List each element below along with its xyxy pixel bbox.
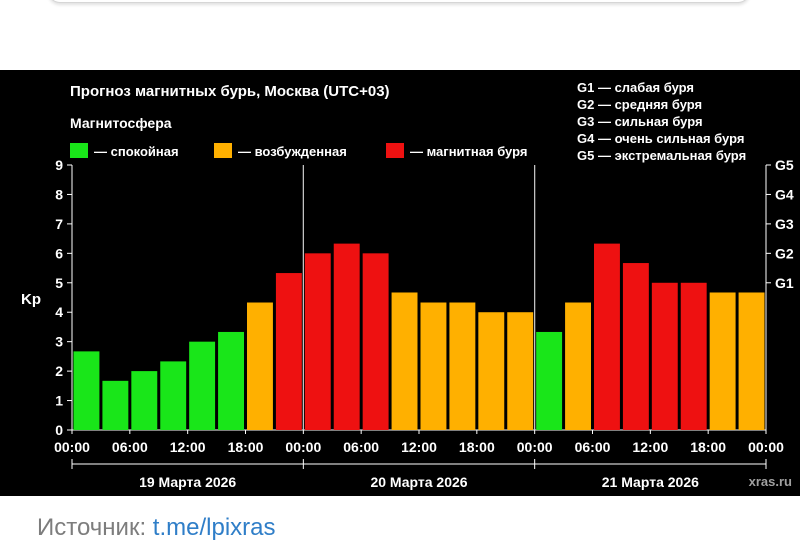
bar-1 <box>102 380 129 430</box>
chart-svg: Прогноз магнитных бурь, Москва (UTC+03) … <box>0 70 800 496</box>
g-scale-g3: G3 — сильная буря <box>577 114 703 129</box>
magnetic-storm-forecast-chart: Прогноз магнитных бурь, Москва (UTC+03) … <box>0 70 800 496</box>
x-tick-label-1: 06:00 <box>112 439 148 455</box>
x-tick-label-8: 00:00 <box>517 439 553 455</box>
plot-area: 0 1 2 3 4 5 6 7 8 9 G1 G2 G3 G4 G5 00:00 06:00 12:00 18:00… <box>54 157 794 490</box>
g-scale-g4: G4 — очень сильная буря <box>577 131 744 146</box>
day-label-2: 21 Марта 2026 <box>602 474 699 490</box>
g-scale-g5: G5 — экстремальная буря <box>577 148 746 163</box>
x-tick-label-0: 00:00 <box>54 439 90 455</box>
x-tick-label-10: 12:00 <box>632 439 668 455</box>
y-tick-label-4: 4 <box>55 304 63 320</box>
day-label-1: 20 Марта 2026 <box>370 474 467 490</box>
x-tick-label-6: 12:00 <box>401 439 437 455</box>
source-label: Источник: <box>37 514 153 541</box>
y-tick-label-8: 8 <box>55 186 63 202</box>
bar-13 <box>449 302 476 430</box>
y-tick-label-3: 3 <box>55 334 63 350</box>
bar-22 <box>709 292 736 430</box>
bar-20 <box>651 282 678 430</box>
source-caption: Источник: t.me/lpixras <box>37 514 276 542</box>
right-tick-label-4: G5 <box>775 157 794 173</box>
right-tick-label-0: G1 <box>775 275 794 291</box>
bar-17 <box>565 302 591 430</box>
y-axis-label: Kp <box>21 291 41 308</box>
bar-11 <box>391 292 418 430</box>
legend-label-storm: — магнитная буря <box>410 144 527 159</box>
y-tick-label-0: 0 <box>55 422 63 438</box>
legend: — спокойная — возбужденная — магнитная б… <box>70 143 527 159</box>
legend-label-calm: — спокойная <box>94 144 179 159</box>
x-tick-label-9: 06:00 <box>575 439 611 455</box>
y-tick-label-9: 9 <box>55 157 63 173</box>
bar-8 <box>304 253 331 430</box>
right-tick-label-3: G4 <box>775 186 794 202</box>
bar-15 <box>507 312 534 430</box>
x-tick-label-7: 18:00 <box>459 439 495 455</box>
watermark: xras.ru <box>749 474 792 489</box>
right-tick-label-2: G3 <box>775 216 794 232</box>
x-tick-label-4: 00:00 <box>285 439 321 455</box>
y-tick-label-6: 6 <box>55 245 63 261</box>
legend-swatch-active <box>214 143 232 158</box>
bar-10 <box>362 253 389 430</box>
source-link[interactable]: t.me/lpixras <box>152 514 276 541</box>
bar-2 <box>131 371 158 430</box>
x-tick-label-12: 00:00 <box>748 439 784 455</box>
x-tick-label-5: 06:00 <box>343 439 379 455</box>
bar-12 <box>420 302 447 430</box>
bar-14 <box>478 312 505 430</box>
bar-18 <box>594 243 620 430</box>
x-tick-label-3: 18:00 <box>228 439 264 455</box>
y-tick-label-1: 1 <box>55 393 63 409</box>
bar-19 <box>622 263 649 430</box>
g-scale-g1: G1 — слабая буря <box>577 80 694 95</box>
bar-21 <box>680 282 707 430</box>
bar-5 <box>218 331 244 430</box>
legend-swatch-calm <box>70 143 88 158</box>
legend-label-active: — возбужденная <box>238 144 347 159</box>
bar-7 <box>275 273 302 430</box>
bar-3 <box>160 361 187 430</box>
right-tick-label-1: G2 <box>775 245 794 261</box>
bar-0 <box>73 351 100 430</box>
chart-title: Прогноз магнитных бурь, Москва (UTC+03) <box>70 83 390 100</box>
y-tick-label-7: 7 <box>55 216 63 232</box>
g-scale-legend: G1 — слабая буря G2 — средняя буря G3 — … <box>577 80 746 163</box>
legend-swatch-storm <box>386 143 404 158</box>
bar-23 <box>738 292 765 430</box>
x-tick-label-2: 12:00 <box>170 439 206 455</box>
g-scale-g2: G2 — средняя буря <box>577 97 702 112</box>
bar-16 <box>536 331 563 430</box>
bar-9 <box>333 243 360 430</box>
x-tick-label-11: 18:00 <box>690 439 726 455</box>
day-label-0: 19 Марта 2026 <box>139 474 236 490</box>
legend-title: Магнитосфера <box>70 115 172 131</box>
bar-6 <box>247 302 273 430</box>
previous-card-edge <box>48 0 750 3</box>
y-tick-label-5: 5 <box>55 275 63 291</box>
y-tick-label-2: 2 <box>55 363 63 379</box>
bar-4 <box>189 341 216 430</box>
